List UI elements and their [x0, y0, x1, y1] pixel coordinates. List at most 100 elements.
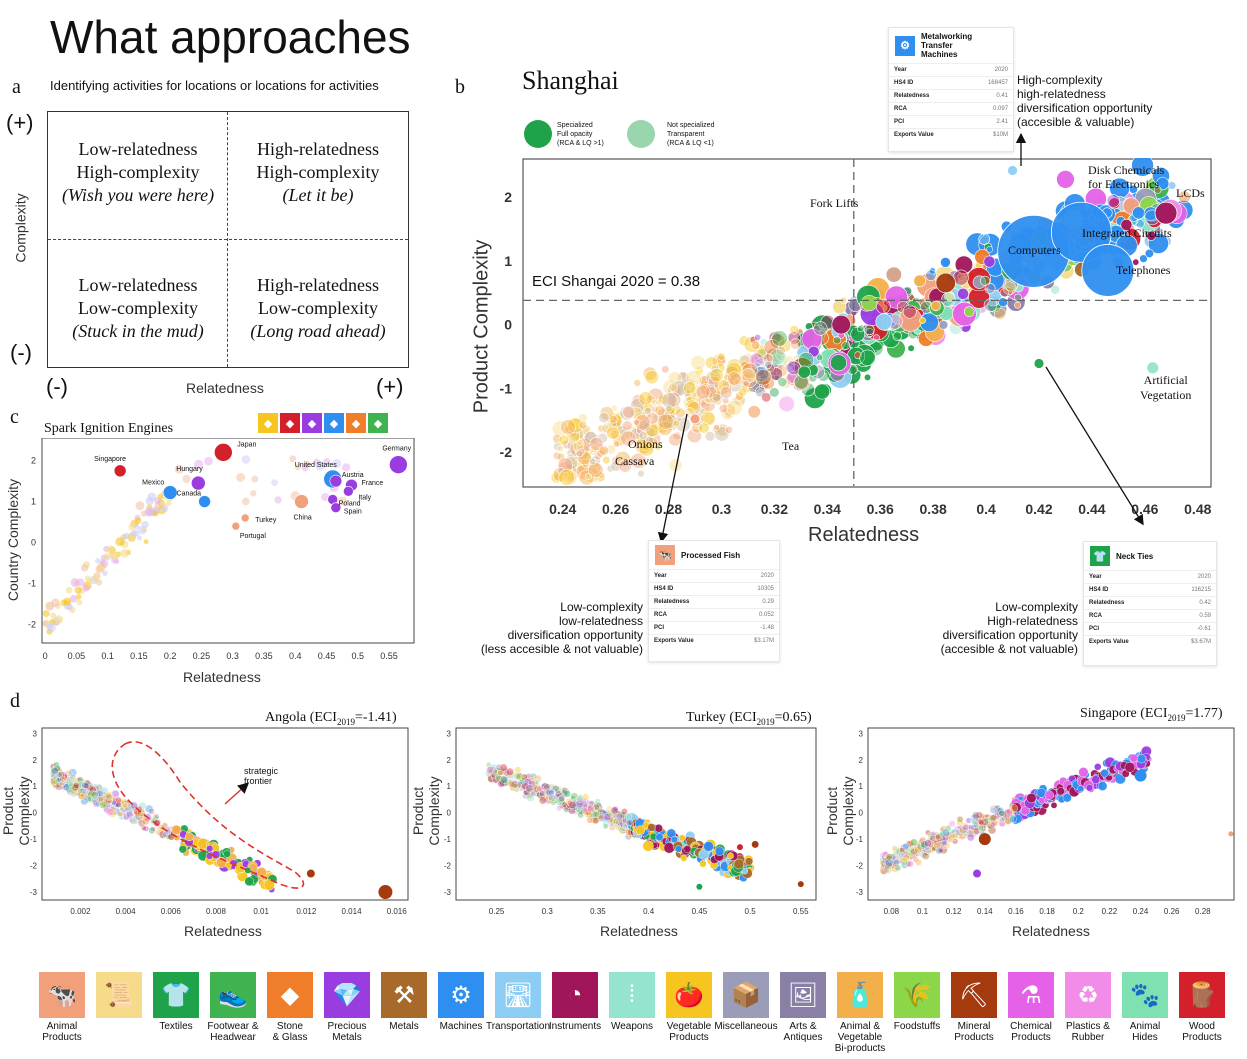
- product-dot: [563, 790, 571, 798]
- product-dot: [644, 406, 652, 415]
- info-card-processed-fish[interactable]: 🐄 Processed Fish Year 2020 HS4 ID 10305 Re…: [648, 540, 780, 662]
- product-dot: [894, 864, 902, 872]
- product-dot: [490, 763, 497, 771]
- legend-item[interactable]: 💎 Precious Metals: [321, 972, 373, 1054]
- product-dot: [126, 810, 134, 819]
- legend-item[interactable]: 🧴 Animal & Vegetable Bi-products: [834, 972, 886, 1054]
- info-card-metalworking[interactable]: ⚙ Metalworking Transfer Machines Year 2020 …: [888, 27, 1014, 152]
- product-dot: [978, 819, 985, 826]
- product-dot: [638, 391, 653, 406]
- product-dot: [77, 793, 85, 801]
- gear-icon: ⚙: [895, 35, 915, 56]
- product-dot: [861, 294, 878, 312]
- product-dot: [929, 830, 937, 839]
- product-dot: [638, 419, 652, 432]
- product-dot: [111, 789, 120, 798]
- product-dot: [832, 336, 842, 345]
- legend-item[interactable]: ⚒ Metals: [378, 972, 430, 1054]
- product-dot: [206, 845, 214, 853]
- legend-specialized-dot: [524, 120, 552, 148]
- legend-item[interactable]: 🐄 Animal Products: [36, 972, 88, 1054]
- legend-item[interactable]: ⚗ Chemical Products: [1005, 972, 1057, 1054]
- product-dot: [989, 806, 997, 815]
- country-germany: [389, 455, 408, 474]
- country-dot: [342, 463, 351, 472]
- legend-item[interactable]: 👕 Textiles: [150, 972, 202, 1054]
- legend-item[interactable]: 📜: [93, 972, 145, 1054]
- product-dot: [654, 824, 663, 833]
- product-dot: [797, 365, 811, 379]
- legend-item-label: Textiles: [159, 1021, 193, 1032]
- product-dot: [727, 852, 734, 860]
- product-dot: [989, 814, 997, 822]
- x-tick-label: 0.5: [351, 651, 364, 661]
- product-dot: [661, 365, 670, 374]
- country-dot: [74, 586, 82, 594]
- legend-item[interactable]: 🛣 Transportation: [486, 972, 550, 1054]
- x-tick-label: 0.012: [296, 907, 317, 916]
- product-dot: [148, 808, 155, 815]
- product-dot: [611, 455, 622, 466]
- legend-item[interactable]: 🐾 Animal Hides: [1119, 972, 1171, 1054]
- product-dot: [938, 320, 949, 330]
- product-dot: [115, 796, 122, 804]
- x-tick-label: 0.25: [489, 907, 505, 916]
- shirt-icon: 👕: [153, 972, 199, 1018]
- product-dot: [1178, 190, 1191, 204]
- hide-icon: 🐾: [1122, 972, 1168, 1018]
- country-label: China: [293, 515, 311, 522]
- legend-item[interactable]: 🖼 Arts & Antiques: [777, 972, 829, 1054]
- x-tick-label: 0.12: [946, 907, 962, 916]
- product-dot: [914, 858, 923, 866]
- product-dot: [769, 367, 783, 381]
- product-dot: [983, 255, 996, 268]
- legend-item-label: Footwear & Headwear: [207, 1021, 259, 1043]
- panel-a-plus-top: (+): [6, 110, 34, 135]
- country-mexico: [162, 485, 178, 500]
- legend-item[interactable]: ♻ Plastics & Rubber: [1062, 972, 1114, 1054]
- product-dot: [647, 823, 656, 832]
- product-dot: [597, 432, 608, 444]
- legend-item[interactable]: 🍅 Vegetable Products: [663, 972, 715, 1054]
- country-dot: [294, 463, 302, 471]
- product-dot: [791, 364, 799, 372]
- country-label: Turkey: [255, 517, 277, 524]
- country-dot: [271, 479, 278, 486]
- info-card-neck-ties[interactable]: 👕 Neck Ties Year 2020 HS4 ID 116215 Relate…: [1083, 541, 1217, 666]
- legend-item[interactable]: 👟 Footwear & Headwear: [207, 972, 259, 1054]
- country-label: Portugal: [240, 533, 267, 540]
- label-fork-lifts: Fork Lifts: [810, 196, 859, 210]
- product-dot: [1106, 194, 1120, 208]
- panel-b-letter: b: [455, 76, 465, 98]
- y-tick-label: 2: [447, 756, 452, 765]
- product-dot: [105, 793, 113, 801]
- x-tick-label: 0.2: [1073, 907, 1085, 916]
- legend-item[interactable]: ◔ Instruments: [549, 972, 601, 1054]
- africa-icon: ◆: [258, 413, 278, 433]
- product-dot: [565, 453, 576, 464]
- product-dot: [658, 394, 669, 405]
- product-dot: [912, 856, 919, 863]
- country-dot: [73, 580, 79, 586]
- x-tick-label: 0.004: [116, 907, 137, 916]
- product-dot: [171, 824, 182, 835]
- y-tick-label: -1: [500, 380, 513, 396]
- legend-item[interactable]: 📦 Miscellaneous: [714, 972, 778, 1054]
- recycle-icon: ♻: [1065, 972, 1111, 1018]
- country-dot: [128, 523, 136, 531]
- product-dot: [963, 306, 975, 317]
- legend-item[interactable]: ⚙ Machines: [435, 972, 487, 1054]
- product-dot: [602, 455, 611, 465]
- legend-item[interactable]: ⁞ Weapons: [606, 972, 658, 1054]
- product-dot: [683, 381, 697, 395]
- legend-item[interactable]: ⛏ Mineral Products: [948, 972, 1000, 1054]
- legend-item[interactable]: 🌾 Foodstuffs: [891, 972, 943, 1054]
- country-label: Hungary: [176, 466, 203, 473]
- product-dot: [637, 469, 645, 478]
- product-dot: [913, 847, 920, 854]
- product-dot: [654, 404, 666, 416]
- country-dot: [301, 465, 309, 472]
- legend-item[interactable]: 🪵 Wood Products: [1176, 972, 1228, 1054]
- country-label: Germany: [382, 446, 411, 453]
- legend-item[interactable]: ◆ Stone & Glass: [264, 972, 316, 1054]
